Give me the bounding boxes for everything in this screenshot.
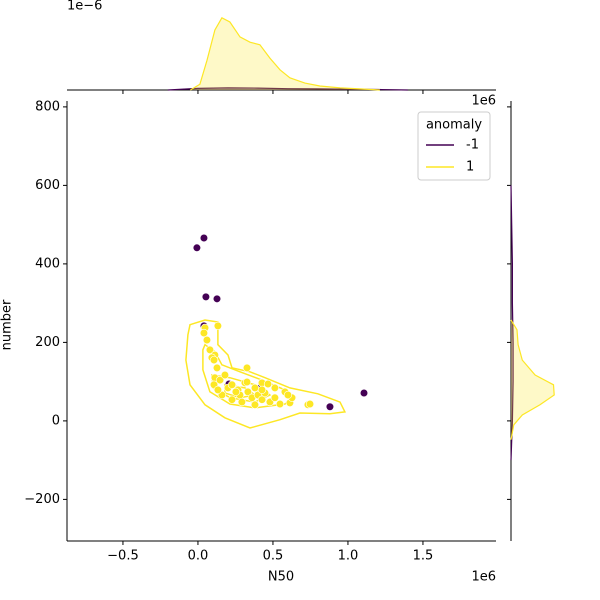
scatter-point (231, 387, 240, 396)
x-tick-label: 1.0 (338, 549, 359, 564)
marginal-y-curve (510, 319, 555, 440)
scatter-point (227, 380, 237, 389)
x-tick-label: 1.5 (413, 549, 434, 564)
legend-box (417, 111, 491, 181)
y-tick-label: −200 (24, 492, 60, 507)
scatter-point (257, 385, 267, 394)
scatter-point (275, 399, 285, 409)
y-tick-label: 0 (52, 413, 60, 428)
scatter-point (227, 395, 237, 404)
scatter-point (202, 335, 212, 345)
scatter-point (212, 294, 222, 303)
y-axis-label: number (0, 299, 15, 350)
marginal-x-curve (190, 17, 380, 91)
scatter-point (257, 395, 267, 404)
scatter-point (213, 385, 222, 394)
x-offset-label: 1e6 (471, 570, 496, 585)
scatter-point (305, 399, 315, 409)
x-tick-label: 0.5 (263, 549, 284, 564)
scatter-point (325, 402, 335, 411)
scatter-point (199, 328, 209, 338)
y-tick-label: 200 (35, 335, 60, 350)
scatter-point (192, 243, 201, 252)
marginal-x-area (190, 17, 380, 90)
scatter-point (237, 397, 246, 407)
scatter-point (263, 379, 273, 389)
x-tick-label: −0.5 (107, 549, 139, 564)
x-tick-label: 0.0 (188, 549, 209, 564)
scatter-point (270, 393, 280, 402)
scatter-point (220, 370, 230, 380)
scatter-point (215, 375, 225, 385)
scatter-point (359, 388, 369, 398)
marginal-x-offset-label: 1e−6 (67, 0, 102, 14)
y-tick-label: 600 (35, 178, 60, 193)
scatter-point (270, 383, 280, 393)
scatter-point (205, 345, 215, 354)
kde-contour (185, 319, 347, 429)
kde-contour (224, 383, 257, 399)
scatter-point (213, 321, 222, 331)
scatter-point (212, 363, 222, 373)
scatter-point (283, 390, 293, 400)
legend-label: 1 (466, 160, 474, 175)
scatter-point (209, 355, 219, 365)
scatter-point (242, 377, 252, 387)
y-tick-label: 800 (35, 99, 60, 114)
scatter-point (250, 400, 260, 409)
scatter-point (243, 387, 252, 396)
marginal-y-area (511, 320, 555, 440)
scatter-point (201, 292, 210, 301)
marginal-y-offset-label: 1e6 (471, 94, 496, 109)
scatter-point (250, 383, 260, 393)
y-tick-label: 400 (35, 256, 60, 271)
scatter-point (199, 233, 209, 243)
legend-title: anomaly (426, 118, 482, 133)
x-axis-label: N50 (268, 570, 294, 585)
legend-label: -1 (466, 138, 479, 153)
scatter-point (242, 363, 252, 373)
